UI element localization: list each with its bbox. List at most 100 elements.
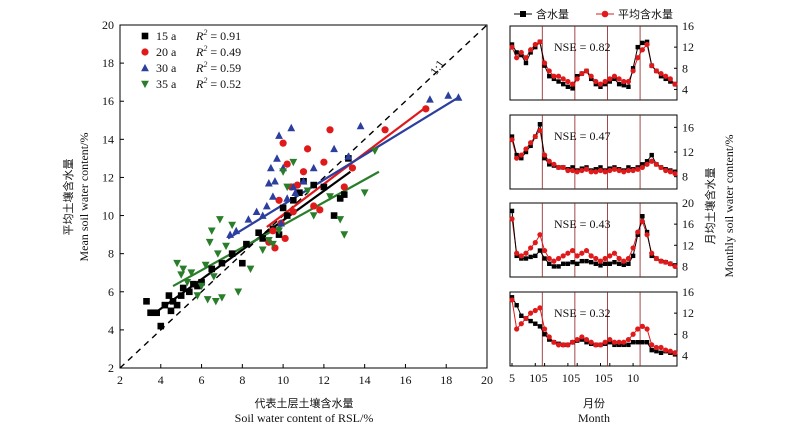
monthly-panel-frame [509,202,678,278]
measured-point [640,214,645,219]
scatter-point [147,309,154,317]
measured-point [537,324,543,329]
monthly-y-tick-label: 12 [682,306,694,320]
measured-point [607,79,612,84]
scatter-plot-frame [119,24,488,369]
mean-point [537,232,543,238]
mean-point [583,166,590,172]
mean-point [555,342,562,348]
scatter-point [454,93,463,101]
mean-point [649,250,655,256]
measured-point [570,86,575,91]
measured-point [542,332,547,337]
mean-point [588,339,594,345]
mean-point [555,73,562,79]
scatter-point [303,145,312,153]
scatter-point [299,168,308,176]
y-axis-label-cn: 平均土壤含水量 [61,159,75,236]
scatter-point [177,271,186,279]
mean-point [532,240,538,246]
measured-point [607,261,612,266]
scatter-point [264,237,273,245]
scatter-point [340,231,349,239]
mean-point [579,167,585,174]
mean-point [621,339,627,345]
measured-point [598,165,603,170]
mean-point [588,169,594,175]
legend-marker [141,80,149,89]
mean-point [551,161,557,167]
mean-point [597,167,604,174]
measured-point [635,44,640,50]
scatter-point [208,265,216,273]
y-tick-label: 14 [102,132,114,146]
monthly-y-tick-label: 16 [682,120,694,134]
mean-point [523,315,529,322]
measured-point [579,258,585,264]
mean-point [574,169,580,175]
measured-point [551,264,557,269]
mean-point [667,76,673,82]
x-tick-label: 14 [359,373,371,387]
measured-point [519,155,524,161]
mean-point [518,49,524,56]
measured-point [514,253,519,259]
measured-point [533,253,538,259]
y-tick-label: 10 [102,209,114,223]
mean-point [625,255,632,262]
measured-point [640,40,645,46]
mean-point [574,76,580,82]
scatter-point [203,296,212,304]
monthly-panel: 8 12 16 20 NSE = 0.43 [509,196,694,278]
measured-point [649,253,654,259]
scatter-point [157,322,165,330]
mean-point [583,68,590,74]
measured-point [537,248,543,253]
monthly-x-label-en: Month [578,411,610,425]
monthly-panel: 4 8 12 16 NSE = 0.82 [509,19,694,101]
mean-point [663,347,669,353]
scatter-point [283,212,291,219]
month-tick-label: 10 [529,371,541,385]
monthly-y-tick-label: 4 [682,82,688,96]
mean-point [569,81,576,87]
scatter-point [173,301,181,309]
scatter-point [179,265,188,274]
y-tick-label: 8 [108,247,114,261]
one-to-one-label: 1:1 [427,57,447,78]
measured-point [658,74,664,79]
monthly-y-tick-label: 16 [682,285,694,299]
measured-point [519,52,524,58]
mean-point [569,167,576,174]
scatter-point [232,226,241,235]
measured-point [626,342,631,348]
mean-point [574,253,580,259]
scatter-point [275,131,283,139]
measured-point [528,254,533,260]
measured-point [588,76,594,82]
monthly-y-tick-label: 16 [682,19,694,33]
scatter-point [266,163,275,172]
mean-point [639,164,646,171]
measured-point [547,261,552,266]
scatter-point [205,238,214,247]
nse-label: NSE = 0.82 [554,40,610,54]
scatter-point [336,195,344,202]
mean-point [621,258,627,264]
scatter-point [271,177,279,185]
mean-point [597,258,604,264]
scatter-point [169,298,177,305]
mean-point [514,55,520,61]
x-tick-label: 4 [158,373,164,387]
measured-point [607,340,612,345]
month-tick-label: 10 [627,371,639,385]
scatter-point [360,189,369,197]
scatter-point [153,309,160,317]
mean-point [597,81,604,87]
scatter-point [190,280,197,288]
scatter-point [287,123,296,132]
measured-point [626,165,631,170]
mean-point [518,152,524,158]
legend-r2: R2 = 0.52 [195,76,241,91]
scatter-point [283,160,291,168]
